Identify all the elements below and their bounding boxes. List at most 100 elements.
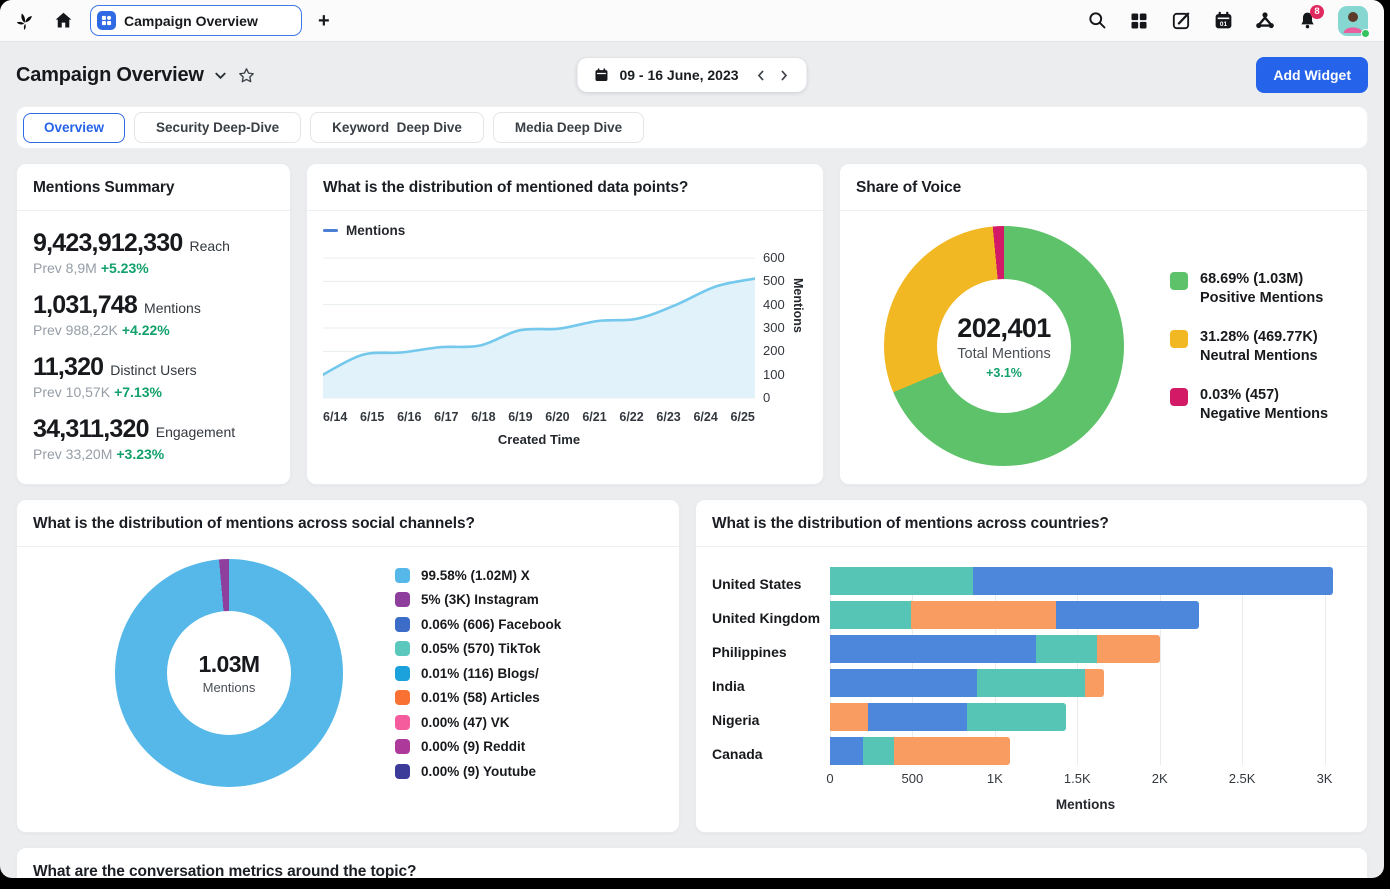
countries-bar-chart xyxy=(830,567,1341,765)
profile-avatar[interactable] xyxy=(1338,6,1368,36)
metric-value: 34,311,320 xyxy=(33,415,149,444)
x-tick-label: 1K xyxy=(987,771,1003,786)
legend-item-positive-mentions[interactable]: 68.69% (1.03M)Positive Mentions xyxy=(1170,271,1328,306)
legend-item-blogs-[interactable]: 0.01% (116) Blogs/ xyxy=(395,666,561,681)
metric-prev-value: Prev 33,20M xyxy=(33,446,112,462)
y-tick-label: 600 xyxy=(763,250,785,265)
trend-x-axis: 6/146/156/166/176/186/196/206/216/226/23… xyxy=(323,410,755,424)
share-of-voice-title: Share of Voice xyxy=(856,179,961,196)
legend-swatch-icon xyxy=(395,568,410,583)
legend-text: 0.03% (457)Negative Mentions xyxy=(1200,387,1328,422)
bar-segment-teal xyxy=(863,737,894,765)
metric-delta: +3.23% xyxy=(116,446,164,462)
view-tab-media-deep-dive[interactable]: Media Deep Dive xyxy=(493,112,644,143)
legend-swatch-icon xyxy=(395,666,410,681)
legend-item-vk[interactable]: 0.00% (47) VK xyxy=(395,715,561,730)
dashboard-tab[interactable]: Campaign Overview xyxy=(90,5,302,36)
legend-pct: 68.69% (1.03M) xyxy=(1200,271,1323,287)
add-widget-button[interactable]: Add Widget xyxy=(1256,57,1368,93)
x-tick-label: 6/18 xyxy=(471,410,495,424)
summary-metric: 34,311,320 Engagement Prev 33,20M+3.23% xyxy=(33,415,274,462)
mentions-trend-title: What is the distribution of mentioned da… xyxy=(323,179,688,196)
gridline xyxy=(1160,567,1161,765)
legend-item-x[interactable]: 99.58% (1.02M) X xyxy=(395,568,561,583)
prev-date-chevron[interactable] xyxy=(755,69,768,82)
country-label: United States xyxy=(712,567,830,601)
search-icon[interactable] xyxy=(1086,10,1108,32)
bar-row-canada[interactable] xyxy=(830,737,1341,765)
country-label: Nigeria xyxy=(712,703,830,737)
compose-icon[interactable] xyxy=(1170,10,1192,32)
metric-unit: Engagement xyxy=(156,424,235,440)
view-tab-keyword-deep-dive[interactable]: Keyword Deep Dive xyxy=(310,112,484,143)
bar-row-philippines[interactable] xyxy=(830,635,1341,663)
bar-segment-orange xyxy=(1097,635,1160,663)
x-tick-label: 6/15 xyxy=(360,410,384,424)
legend-item-neutral-mentions[interactable]: 31.28% (469.77K)Neutral Mentions xyxy=(1170,329,1328,364)
metric-top: 34,311,320 Engagement xyxy=(33,415,274,444)
bar-row-united-kingdom[interactable] xyxy=(830,601,1341,629)
trend-y-axis-title: Mentions xyxy=(791,248,805,406)
bar-segment-teal xyxy=(830,567,973,595)
legend-item-youtube[interactable]: 0.00% (9) Youtube xyxy=(395,764,561,779)
x-tick-label: 6/20 xyxy=(545,410,569,424)
legend-item-tiktok[interactable]: 0.05% (570) TikTok xyxy=(395,641,561,656)
view-tab-overview[interactable]: Overview xyxy=(23,113,125,143)
trend-legend-item[interactable]: Mentions xyxy=(323,223,813,238)
svg-text:01: 01 xyxy=(1219,21,1227,28)
gridline xyxy=(1242,567,1243,765)
metric-value: 9,423,912,330 xyxy=(33,229,182,258)
date-range-picker[interactable]: 09 - 16 June, 2023 xyxy=(577,58,806,92)
metric-subtext: Prev 988,22K+4.22% xyxy=(33,322,274,338)
legend-item-facebook[interactable]: 0.06% (606) Facebook xyxy=(395,617,561,632)
bar-row-india[interactable] xyxy=(830,669,1341,697)
bar-row-nigeria[interactable] xyxy=(830,703,1341,731)
brand-logo-icon[interactable] xyxy=(14,10,36,32)
metric-subtext: Prev 33,20M+3.23% xyxy=(33,446,274,462)
legend-swatch-icon xyxy=(395,592,410,607)
app-window: Campaign Overview + xyxy=(0,0,1384,878)
total-mentions-label: Total Mentions xyxy=(957,346,1051,362)
new-tab-button[interactable]: + xyxy=(318,11,330,31)
chevron-down-icon[interactable] xyxy=(213,68,228,83)
bar-segment-teal xyxy=(967,703,1066,731)
legend-label: 0.01% (116) Blogs/ xyxy=(421,666,539,681)
calendar-small-icon xyxy=(593,67,609,83)
gridline xyxy=(1077,567,1078,765)
favorite-star-icon[interactable] xyxy=(237,66,256,85)
legend-text: 68.69% (1.03M)Positive Mentions xyxy=(1200,271,1323,306)
legend-dash-icon xyxy=(323,229,338,232)
legend-swatch-icon xyxy=(395,739,410,754)
calendar-icon[interactable]: 01 xyxy=(1212,10,1234,32)
legend-item-instagram[interactable]: 5% (3K) Instagram xyxy=(395,592,561,607)
notifications-bell-icon[interactable]: 8 xyxy=(1296,10,1318,32)
bar-segment-teal xyxy=(830,601,911,629)
legend-text: 31.28% (469.77K)Neutral Mentions xyxy=(1200,329,1318,364)
network-icon[interactable] xyxy=(1254,10,1276,32)
social-channels-card: What is the distribution of mentions acr… xyxy=(16,499,680,833)
social-channels-donut: 1.03M Mentions xyxy=(115,559,343,787)
trend-y-axis: 0100200300400500600 xyxy=(755,248,791,406)
legend-label: 0.00% (9) Reddit xyxy=(421,739,525,754)
metric-top: 9,423,912,330Reach xyxy=(33,229,274,258)
legend-item-negative-mentions[interactable]: 0.03% (457)Negative Mentions xyxy=(1170,387,1328,422)
legend-swatch-icon xyxy=(1170,272,1188,290)
next-date-chevron[interactable] xyxy=(778,69,791,82)
legend-pct: 0.03% (457) xyxy=(1200,387,1328,403)
legend-item-articles[interactable]: 0.01% (58) Articles xyxy=(395,690,561,705)
x-tick-label: 2.5K xyxy=(1229,771,1256,786)
y-tick-label: 300 xyxy=(763,320,785,335)
metric-prev-value: Prev 10,57K xyxy=(33,384,110,400)
view-tab-security-deep-dive[interactable]: Security Deep-Dive xyxy=(134,112,301,143)
countries-y-axis: United StatesUnited KingdomPhilippinesIn… xyxy=(712,567,830,812)
conversation-metrics-card: What are the conversation metrics around… xyxy=(16,847,1368,878)
legend-item-reddit[interactable]: 0.00% (9) Reddit xyxy=(395,739,561,754)
apps-grid-icon[interactable] xyxy=(1128,10,1150,32)
home-icon[interactable] xyxy=(52,10,74,32)
bar-segment-blue xyxy=(1056,601,1199,629)
metric-unit: Distinct Users xyxy=(110,362,196,378)
bar-row-united-states[interactable] xyxy=(830,567,1341,595)
bar-segment-blue xyxy=(868,703,967,731)
channels-total-label: Mentions xyxy=(203,680,256,695)
bar-segment-teal xyxy=(977,669,1086,697)
